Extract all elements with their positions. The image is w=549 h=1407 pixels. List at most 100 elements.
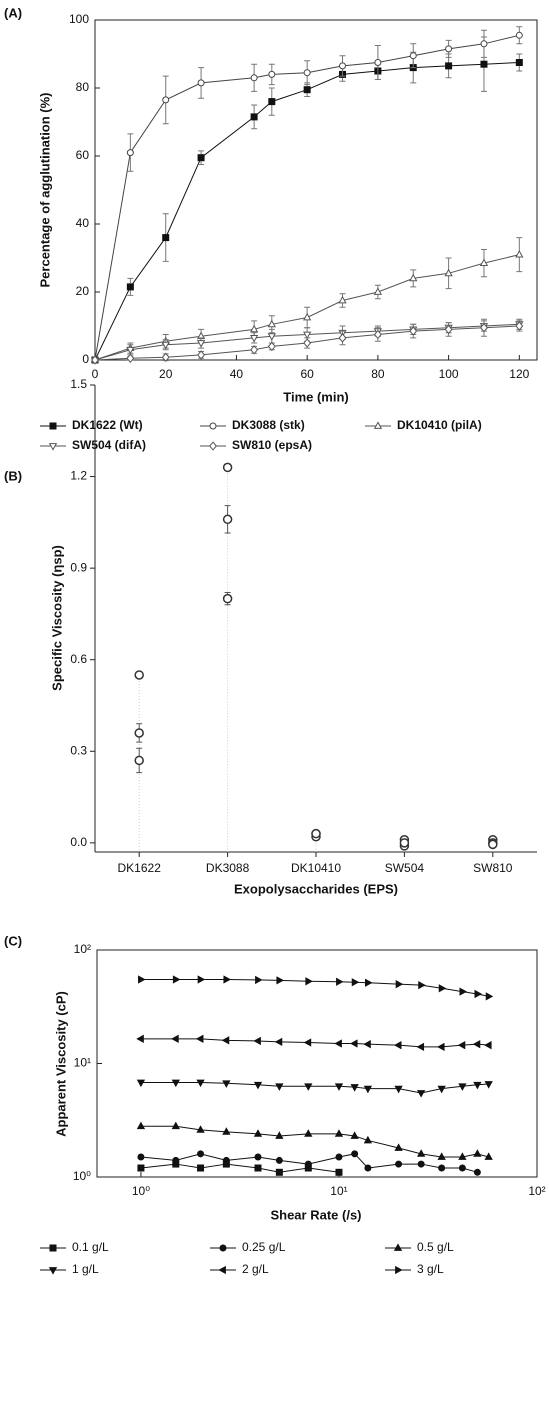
marker xyxy=(311,828,321,839)
marker xyxy=(485,992,494,1001)
x-tick-label: 10⁰ xyxy=(132,1184,150,1198)
marker xyxy=(126,149,134,157)
marker xyxy=(49,422,57,430)
marker xyxy=(445,62,453,70)
marker xyxy=(394,1085,403,1094)
marker xyxy=(49,1244,57,1252)
marker xyxy=(437,1152,446,1160)
marker xyxy=(195,1034,204,1043)
plot-frame xyxy=(94,19,538,361)
marker xyxy=(126,353,135,363)
marker xyxy=(267,341,276,352)
marker xyxy=(137,1153,145,1161)
y-tick-label: 0.3 xyxy=(70,743,87,757)
marker xyxy=(255,975,263,985)
legend-label: 3 g/L xyxy=(417,1262,444,1276)
marker xyxy=(334,1083,344,1091)
marker xyxy=(444,324,453,335)
y-tick-label: 0.0 xyxy=(70,835,87,849)
marker xyxy=(136,1034,144,1043)
marker xyxy=(222,1156,230,1164)
marker xyxy=(395,1160,403,1168)
y-tick-label: 20 xyxy=(76,284,90,298)
legend-label: DK3088 (stk) xyxy=(232,418,305,432)
marker xyxy=(197,975,206,984)
marker xyxy=(303,338,312,348)
marker xyxy=(515,31,523,39)
marker xyxy=(373,287,383,295)
marker xyxy=(275,1168,283,1176)
series-line xyxy=(140,1038,489,1048)
marker xyxy=(171,1121,180,1130)
marker xyxy=(474,989,483,999)
marker xyxy=(416,1090,426,1098)
x-tick-label: SW504 xyxy=(385,861,425,875)
marker xyxy=(458,1164,466,1172)
marker xyxy=(268,70,276,78)
legend-label: 0.5 g/L xyxy=(417,1240,454,1254)
series-line xyxy=(140,1125,489,1158)
marker xyxy=(274,1037,283,1047)
marker xyxy=(267,319,276,328)
marker xyxy=(136,1121,146,1130)
panel-label: (A) xyxy=(4,5,22,20)
marker xyxy=(458,1083,467,1091)
marker xyxy=(209,441,217,451)
marker xyxy=(304,1083,313,1091)
y-tick-label: 0.6 xyxy=(70,652,87,666)
marker xyxy=(409,326,418,336)
y-tick-label: 0 xyxy=(82,352,89,366)
marker xyxy=(336,977,344,986)
marker xyxy=(363,1135,373,1144)
marker xyxy=(221,1036,230,1045)
legend-label: DK10410 (pilA) xyxy=(397,418,482,432)
marker xyxy=(338,333,347,343)
y-tick-label: 100 xyxy=(69,12,89,26)
marker xyxy=(304,1160,312,1168)
marker xyxy=(472,1040,481,1049)
marker xyxy=(126,346,135,355)
marker xyxy=(479,258,489,266)
marker xyxy=(484,1081,493,1089)
marker xyxy=(218,1265,226,1275)
marker xyxy=(417,1160,425,1168)
marker xyxy=(250,345,259,355)
marker xyxy=(437,1085,446,1094)
x-tick-label: 120 xyxy=(509,367,529,381)
marker xyxy=(222,514,233,525)
marker xyxy=(275,1156,283,1164)
y-axis-label: Specific Viscosity (ηsp) xyxy=(49,545,64,691)
marker xyxy=(222,462,233,473)
marker xyxy=(250,74,258,82)
marker xyxy=(134,728,144,738)
marker xyxy=(458,1152,467,1160)
marker xyxy=(196,340,206,348)
marker xyxy=(275,1083,284,1091)
marker xyxy=(351,1150,359,1158)
y-tick-label: 0.9 xyxy=(70,560,87,574)
y-tick-label: 1.2 xyxy=(70,469,87,483)
marker xyxy=(134,755,144,766)
marker xyxy=(393,1041,402,1050)
marker xyxy=(418,981,426,990)
marker xyxy=(267,333,276,341)
marker xyxy=(197,79,205,87)
marker xyxy=(196,1079,205,1088)
marker xyxy=(91,355,99,365)
x-tick-label: 60 xyxy=(300,367,314,381)
marker xyxy=(253,1081,263,1090)
marker xyxy=(303,1038,312,1047)
marker xyxy=(253,1036,261,1046)
marker xyxy=(171,1079,180,1088)
marker xyxy=(445,45,453,53)
legend-label: SW504 (difA) xyxy=(72,438,146,452)
marker xyxy=(162,234,170,242)
marker xyxy=(223,975,231,984)
marker xyxy=(374,59,382,66)
legend-label: 0.1 g/L xyxy=(72,1240,109,1254)
marker xyxy=(303,331,312,340)
marker xyxy=(209,422,217,430)
y-tick-label: 80 xyxy=(76,80,90,94)
marker xyxy=(480,323,488,333)
